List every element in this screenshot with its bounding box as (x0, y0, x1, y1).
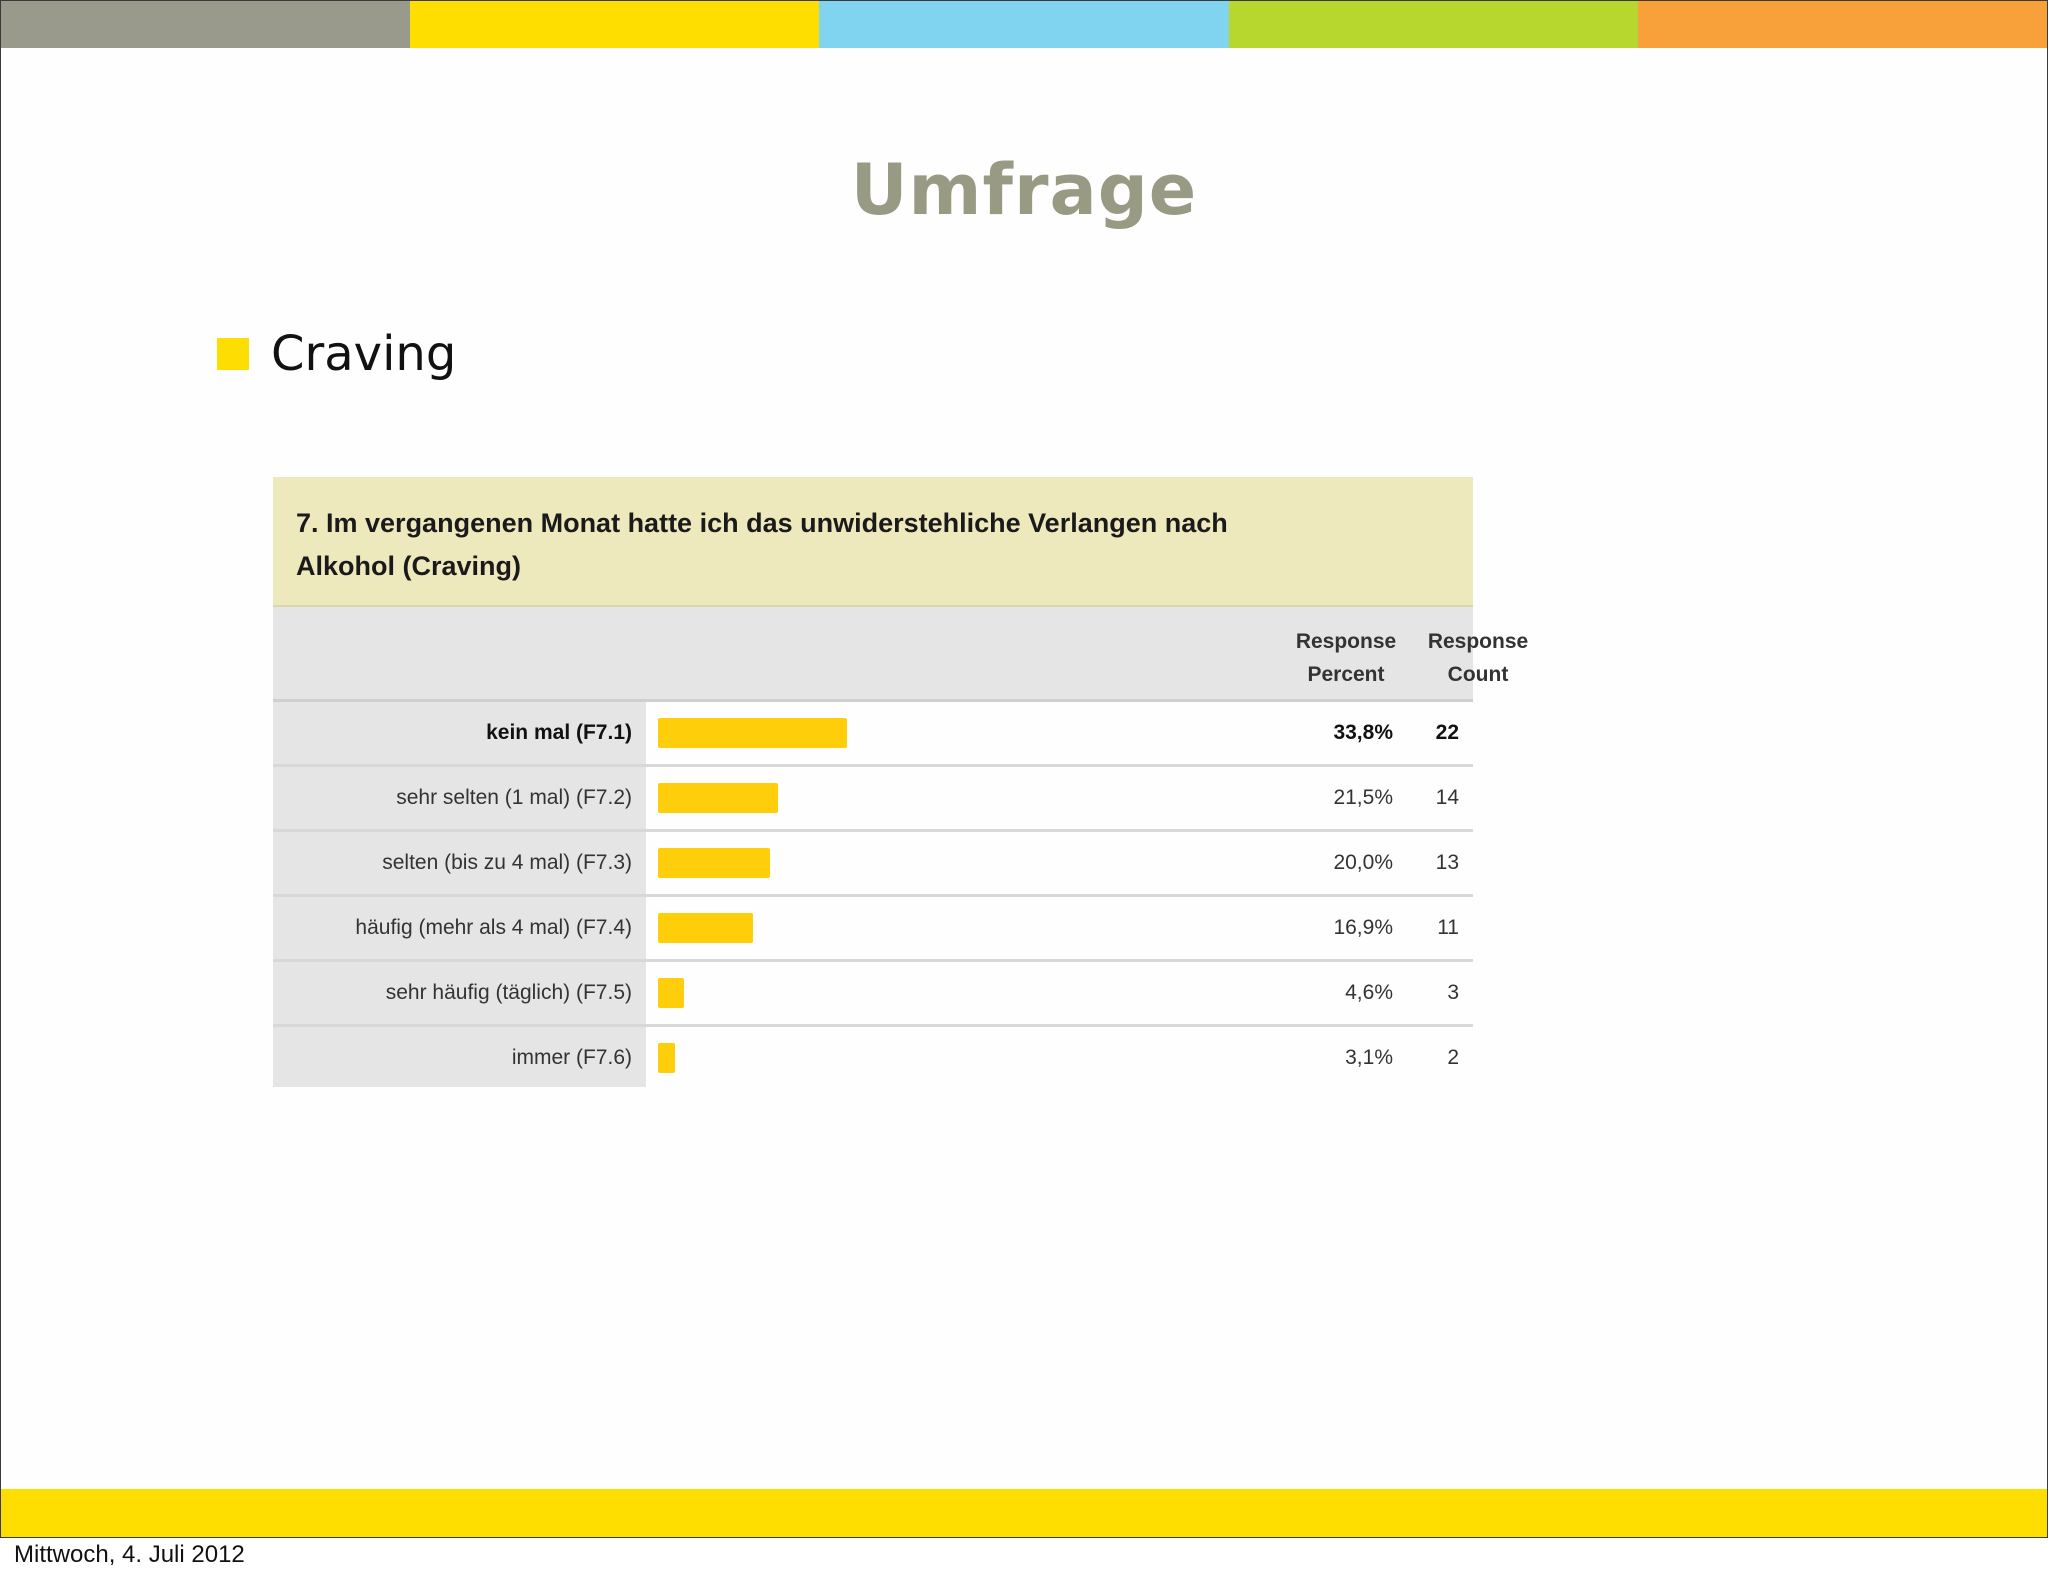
response-count: 2 (1447, 1046, 1459, 1069)
top-bar-segment-3 (819, 1, 1229, 48)
response-percent: 16,9% (1333, 916, 1393, 939)
table-row: sehr selten (1 mal) (F7.2) 21,5% 14 (273, 767, 1473, 832)
bullet-square-icon (217, 338, 249, 370)
response-percent: 33,8% (1333, 721, 1393, 744)
top-bar-segment-2 (410, 1, 820, 48)
table-row: kein mal (F7.1) 33,8% 22 (273, 702, 1473, 767)
answer-label: selten (bis zu 4 mal) (F7.3) (273, 832, 646, 894)
top-color-bar (1, 1, 2047, 48)
response-percent: 20,0% (1333, 851, 1393, 874)
survey-result-table: 7. Im vergangenen Monat hatte ich das un… (273, 477, 1528, 1087)
response-percent: 3,1% (1345, 1046, 1393, 1069)
response-percent: 21,5% (1333, 786, 1393, 809)
top-bar-segment-1 (1, 1, 411, 48)
answer-label: sehr selten (1 mal) (F7.2) (273, 767, 646, 829)
response-bar (658, 913, 753, 943)
column-header-count-line-1: Response (1427, 630, 1529, 653)
response-count: 14 (1435, 786, 1459, 809)
bullet-text: Craving (271, 326, 457, 382)
column-header-percent-line-1: Response (1295, 630, 1397, 653)
answer-label: sehr häufig (täglich) (F7.5) (273, 962, 646, 1024)
response-count: 13 (1435, 851, 1459, 874)
response-count: 22 (1435, 721, 1459, 744)
table-row: immer (F7.6) 3,1% 2 (273, 1027, 1473, 1087)
response-bar (658, 783, 778, 813)
survey-question-line-1: 7. Im vergangenen Monat hatte ich das un… (296, 508, 1228, 538)
response-percent: 4,6% (1345, 981, 1393, 1004)
bottom-color-bar (1, 1489, 2047, 1537)
response-bar (658, 848, 770, 878)
response-count: 11 (1437, 916, 1459, 939)
column-headers: Response Percent Response Count (273, 607, 1528, 702)
answer-label: kein mal (F7.1) (273, 702, 646, 764)
survey-question-line-2: Alkohol (Craving) (296, 551, 522, 581)
top-bar-segment-4 (1228, 1, 1638, 48)
answer-label: häufig (mehr als 4 mal) (F7.4) (273, 897, 646, 959)
response-count: 3 (1447, 981, 1459, 1004)
column-header-percent-line-2: Percent (1307, 663, 1385, 686)
survey-question: 7. Im vergangenen Monat hatte ich das un… (273, 477, 1473, 607)
answer-rows: kein mal (F7.1) 33,8% 22 sehr selten (1 mal… (273, 702, 1473, 1087)
column-header-response-count: Response Count (1413, 625, 1543, 691)
table-row: sehr häufig (täglich) (F7.5) 4,6% 3 (273, 962, 1473, 1027)
response-bar (658, 1043, 675, 1073)
answer-label: immer (F7.6) (273, 1027, 646, 1087)
table-row: häufig (mehr als 4 mal) (F7.4) 16,9% 11 (273, 897, 1473, 962)
slide: Umfrage Craving 7. Im vergangenen Monat … (0, 0, 2048, 1538)
slide-title: Umfrage (850, 149, 1198, 231)
top-bar-segment-5 (1637, 1, 2047, 48)
table-row: selten (bis zu 4 mal) (F7.3) 20,0% 13 (273, 832, 1473, 897)
column-header-count-line-2: Count (1447, 663, 1509, 686)
bullet-item: Craving (217, 324, 456, 384)
footer-date: Mittwoch, 4. Juli 2012 (14, 1541, 245, 1568)
column-header-response-percent: Response Percent (1281, 625, 1411, 691)
response-bar (658, 718, 847, 748)
response-bar (658, 978, 684, 1008)
